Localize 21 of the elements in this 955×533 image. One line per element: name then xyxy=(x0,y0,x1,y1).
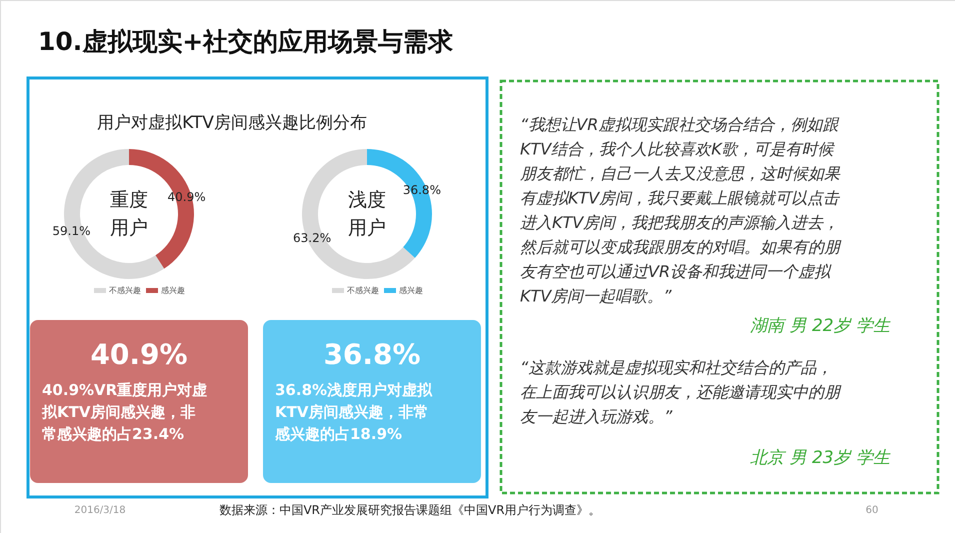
source-note: 数据来源：中国VR产业发展研究报告课题组《中国VR用户行为调查》。 xyxy=(219,503,601,517)
text: “这款游戏就是虚拟现实和社交结合的产品，在上面我可以认识朋友，还能邀请现实中的朋友一起进入玩游戏。” xyxy=(520,358,842,426)
text: 36.8% xyxy=(323,338,421,371)
legend-label: 不感兴趣 xyxy=(109,286,141,295)
text: 10.虚拟现实+社交的应用场景与需求 xyxy=(38,27,454,56)
legend-label: 感兴趣 xyxy=(399,286,423,295)
text: 湖南 男 22岁 学生 xyxy=(750,316,891,336)
legend-label: 感兴趣 xyxy=(161,286,185,295)
text: 2016/3/18 xyxy=(74,505,126,516)
legend-label: 不感兴趣 xyxy=(347,286,379,295)
text: 40.9% xyxy=(90,338,188,371)
text: 60 xyxy=(866,505,878,516)
data-label: 59.1% xyxy=(52,224,90,238)
text: “我想让VR虚拟现实跟社交场合结合，例如跟KTV结合，我个人比较喜欢K歌，可是有时候朋友都忙，自己一人去又没意思，这时候如果有虚拟KTV房间，我只要戴上眼镜就可以点击进入KTV房间，我把我朋友的声源输入进去，然后就可以变成我跟朋友的对唱。如果有的朋友有空也可以通过VR设备和我进同一个虚拟KTV房间一起唱歌。” xyxy=(520,115,842,306)
chart-title: 用户对虚拟KTV房间感兴趣比例分布 xyxy=(97,113,367,133)
data-label: 63.2% xyxy=(293,231,332,246)
text: 北京 男 23岁 学生 xyxy=(750,448,891,468)
text: 40.9%VR重度用户对虚拟KTV房间感兴趣，非常感兴趣的占23.4% xyxy=(41,381,208,443)
text: 重度用户 xyxy=(110,189,148,239)
text: 36.8%浅度用户对虚拟KTV房间感兴趣，非常感兴趣的占18.9% xyxy=(274,381,434,443)
text: 浅度用户 xyxy=(348,189,386,239)
